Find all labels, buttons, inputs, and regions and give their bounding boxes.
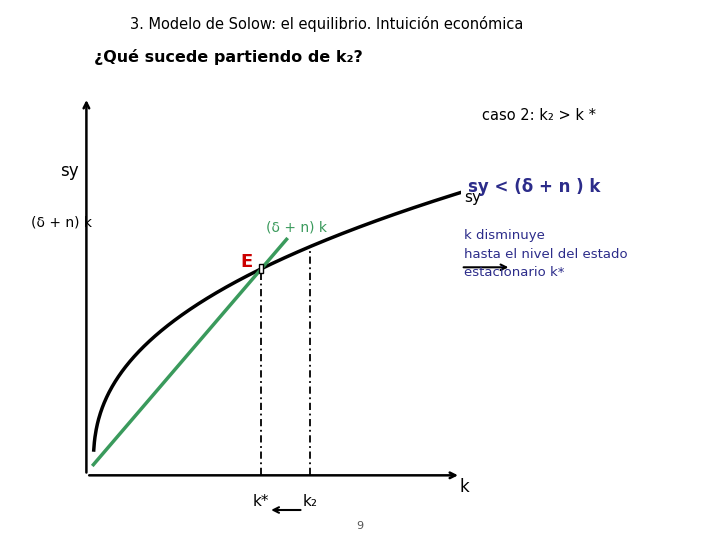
Text: 3. Modelo de Solow: el equilibrio. Intuición económica: 3. Modelo de Solow: el equilibrio. Intui… [130, 16, 523, 32]
Text: caso 2: k₂ > k *: caso 2: k₂ > k * [482, 108, 596, 123]
Text: k₂: k₂ [303, 494, 318, 509]
Bar [259, 264, 264, 273]
Text: sy: sy [464, 190, 481, 205]
Text: sy: sy [60, 161, 78, 180]
Text: ¿Qué sucede partiendo de k₂?: ¿Qué sucede partiendo de k₂? [94, 49, 362, 65]
Text: k disminuye
hasta el nivel del estado
estacionario k*: k disminuye hasta el nivel del estado es… [464, 230, 628, 279]
Text: E: E [240, 253, 253, 271]
Text: (δ + n) k: (δ + n) k [266, 220, 327, 234]
Text: UNED: UNED [642, 35, 679, 49]
Text: (δ + n) k: (δ + n) k [32, 215, 92, 229]
Text: 9: 9 [356, 521, 364, 531]
Text: sy < (δ + n ) k: sy < (δ + n ) k [468, 178, 600, 196]
Text: k: k [459, 478, 469, 496]
Text: k*: k* [253, 494, 269, 509]
